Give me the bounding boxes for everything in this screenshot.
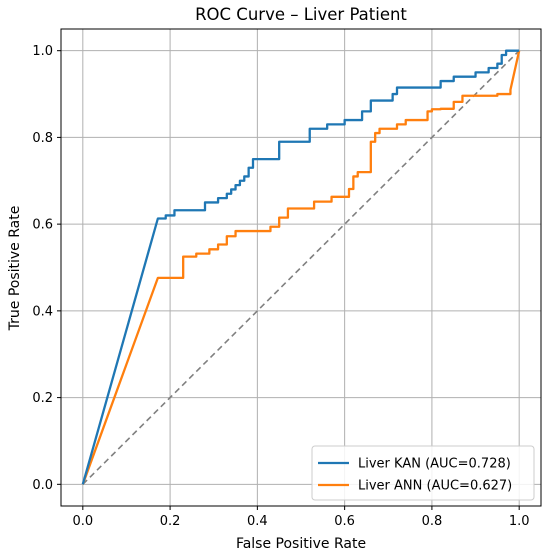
x-tick-label: 0.4 (247, 514, 268, 529)
y-tick-label: 0.4 (32, 304, 53, 319)
y-tick-label: 0.8 (32, 131, 53, 146)
x-tick-label: 0.2 (160, 514, 181, 529)
y-tick-label: 1.0 (32, 44, 53, 59)
grid (61, 29, 541, 506)
series-line-ann (81, 50, 521, 485)
chart-title: ROC Curve – Liver Patient (195, 5, 407, 24)
x-tick-label: 0.8 (422, 514, 443, 529)
series-line-kan (81, 49, 520, 485)
legend: Liver KAN (AUC=0.728) Liver ANN (AUC=0.6… (311, 445, 535, 501)
y-tick-label: 0.6 (32, 218, 53, 233)
legend-box (311, 445, 535, 501)
series-group (81, 49, 521, 485)
reference-diagonal-group (82, 50, 520, 485)
legend-label-ann: Liver ANN (AUC=0.627) (358, 479, 512, 494)
x-tick-label: 0.0 (72, 514, 93, 529)
y-tick-label: 0.0 (32, 478, 53, 493)
reference-diagonal (82, 50, 520, 485)
y-axis-label: True Positive Rate (7, 206, 23, 332)
x-tick-label: 1.0 (509, 514, 530, 529)
ticks: 0.0 0.2 0.4 0.6 0.8 1.0 0.0 0.2 0.4 0.6 0.8 1.0 (32, 44, 529, 529)
legend-label-kan: Liver KAN (AUC=0.728) (358, 457, 511, 472)
plot-frame (60, 28, 542, 507)
x-axis-label: False Positive Rate (236, 536, 366, 552)
x-tick-label: 0.6 (334, 514, 355, 529)
y-tick-label: 0.2 (32, 391, 53, 406)
